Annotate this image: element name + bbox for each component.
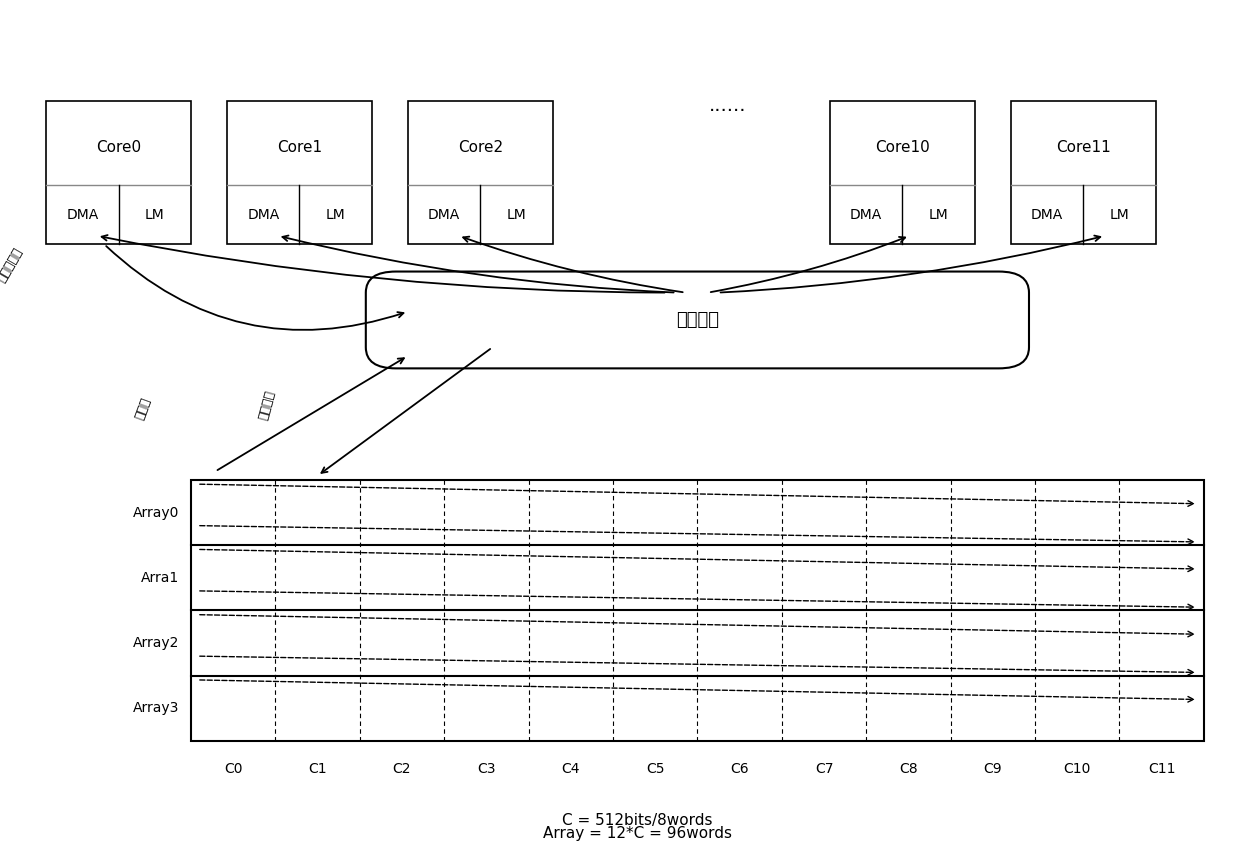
Text: C3: C3	[477, 762, 496, 776]
FancyBboxPatch shape	[227, 101, 372, 244]
Text: LM: LM	[145, 207, 165, 222]
Text: LM: LM	[507, 207, 527, 222]
Text: C4: C4	[562, 762, 580, 776]
Text: DMA: DMA	[247, 207, 279, 222]
Text: 片上网络: 片上网络	[676, 311, 719, 329]
Text: 回复数据: 回复数据	[257, 389, 277, 422]
Text: DMA: DMA	[851, 207, 883, 222]
Text: DMA: DMA	[1030, 207, 1063, 222]
Text: C11: C11	[1148, 762, 1176, 776]
Text: LM: LM	[1110, 207, 1130, 222]
Text: Array2: Array2	[133, 636, 179, 650]
Text: C2: C2	[393, 762, 412, 776]
FancyBboxPatch shape	[366, 271, 1029, 368]
Text: C10: C10	[1064, 762, 1091, 776]
Text: Core11: Core11	[1056, 140, 1111, 155]
Text: C6: C6	[730, 762, 749, 776]
Text: ......: ......	[709, 96, 746, 115]
Text: Array0: Array0	[133, 506, 179, 519]
Text: Arra1: Arra1	[140, 571, 179, 585]
Text: Core2: Core2	[458, 140, 503, 155]
Text: DMA: DMA	[428, 207, 460, 222]
FancyBboxPatch shape	[1011, 101, 1156, 244]
Bar	[191, 480, 1204, 741]
Text: Core0: Core0	[95, 140, 141, 155]
Text: Core1: Core1	[277, 140, 322, 155]
Text: Array3: Array3	[133, 701, 179, 716]
FancyBboxPatch shape	[408, 101, 553, 244]
Text: LM: LM	[929, 207, 949, 222]
Text: Core10: Core10	[875, 140, 930, 155]
FancyBboxPatch shape	[830, 101, 975, 244]
Text: C7: C7	[815, 762, 833, 776]
FancyBboxPatch shape	[46, 101, 191, 244]
Text: C1: C1	[309, 762, 327, 776]
Text: C5: C5	[646, 762, 665, 776]
Text: DMA: DMA	[66, 207, 99, 222]
Text: C = 512bits/8words: C = 512bits/8words	[562, 813, 712, 829]
Text: 读数据: 读数据	[133, 395, 153, 422]
Text: 广播读请求: 广播读请求	[0, 246, 25, 285]
Text: C9: C9	[983, 762, 1002, 776]
Text: Array = 12*C = 96words: Array = 12*C = 96words	[543, 826, 732, 841]
Text: C0: C0	[224, 762, 243, 776]
Text: C8: C8	[899, 762, 918, 776]
Text: LM: LM	[326, 207, 346, 222]
